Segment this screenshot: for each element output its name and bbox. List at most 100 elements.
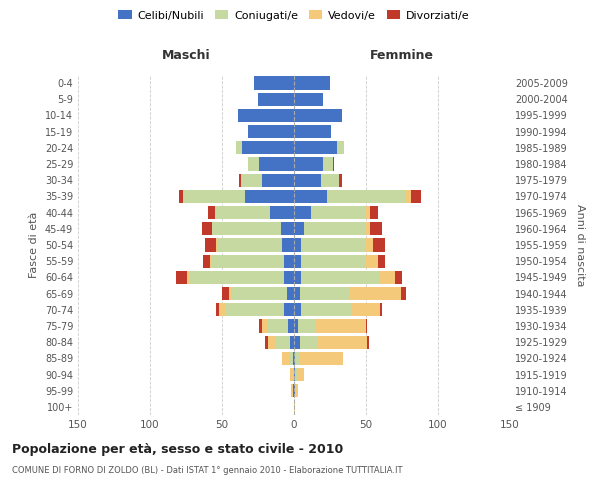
Bar <box>337 141 344 154</box>
Bar <box>294 222 304 235</box>
Bar <box>226 303 284 316</box>
Bar <box>300 336 317 349</box>
Bar <box>293 384 294 398</box>
Bar <box>304 222 365 235</box>
Bar <box>248 125 294 138</box>
Bar <box>294 92 323 106</box>
Bar <box>380 270 395 284</box>
Bar <box>350 287 401 300</box>
Bar <box>259 320 262 332</box>
Bar <box>294 287 300 300</box>
Bar <box>294 368 295 381</box>
Bar <box>290 352 293 365</box>
Bar <box>187 270 190 284</box>
Bar <box>301 238 366 252</box>
Bar <box>288 320 294 332</box>
Bar <box>211 254 212 268</box>
Bar <box>316 320 366 332</box>
Bar <box>352 303 380 316</box>
Bar <box>295 384 298 398</box>
Bar <box>297 368 304 381</box>
Bar <box>215 206 269 220</box>
Bar <box>317 336 367 349</box>
Bar <box>380 303 382 316</box>
Bar <box>259 158 294 170</box>
Bar <box>275 336 290 349</box>
Bar <box>301 270 380 284</box>
Bar <box>183 190 245 203</box>
Bar <box>242 141 294 154</box>
Bar <box>287 287 294 300</box>
Bar <box>294 320 298 332</box>
Bar <box>300 352 343 365</box>
Bar <box>338 174 341 187</box>
Bar <box>202 222 212 235</box>
Bar <box>268 336 275 349</box>
Text: Maschi: Maschi <box>161 50 211 62</box>
Bar <box>245 190 294 203</box>
Bar <box>258 92 294 106</box>
Bar <box>294 109 341 122</box>
Bar <box>295 352 300 365</box>
Bar <box>239 174 241 187</box>
Bar <box>294 174 322 187</box>
Bar <box>294 384 295 398</box>
Bar <box>294 125 331 138</box>
Bar <box>176 270 187 284</box>
Bar <box>216 303 219 316</box>
Bar <box>283 238 294 252</box>
Bar <box>294 238 301 252</box>
Bar <box>377 254 385 268</box>
Bar <box>241 174 262 187</box>
Bar <box>218 238 283 252</box>
Bar <box>236 141 242 154</box>
Bar <box>370 206 377 220</box>
Bar <box>294 158 323 170</box>
Bar <box>294 206 311 220</box>
Bar <box>179 190 183 203</box>
Bar <box>262 174 294 187</box>
Bar <box>294 76 330 90</box>
Legend: Celibi/Nubili, Coniugati/e, Vedovi/e, Divorziati/e: Celibi/Nubili, Coniugati/e, Vedovi/e, Di… <box>114 6 474 25</box>
Bar <box>366 254 377 268</box>
Bar <box>327 190 406 203</box>
Bar <box>283 352 290 365</box>
Bar <box>322 174 338 187</box>
Bar <box>262 320 266 332</box>
Bar <box>238 109 294 122</box>
Bar <box>294 352 295 365</box>
Text: Femmine: Femmine <box>370 50 434 62</box>
Bar <box>373 238 385 252</box>
Y-axis label: Fasce di età: Fasce di età <box>29 212 39 278</box>
Bar <box>366 320 367 332</box>
Bar <box>222 287 229 300</box>
Bar <box>203 254 211 268</box>
Bar <box>293 352 294 365</box>
Bar <box>333 158 334 170</box>
Bar <box>323 158 333 170</box>
Bar <box>301 254 366 268</box>
Bar <box>291 384 293 398</box>
Bar <box>290 336 294 349</box>
Bar <box>410 190 421 203</box>
Bar <box>216 238 218 252</box>
Bar <box>294 336 300 349</box>
Bar <box>294 303 301 316</box>
Bar <box>212 222 281 235</box>
Bar <box>294 141 337 154</box>
Bar <box>269 206 294 220</box>
Bar <box>311 206 366 220</box>
Bar <box>401 287 406 300</box>
Bar <box>254 76 294 90</box>
Text: COMUNE DI FORNO DI ZOLDO (BL) - Dati ISTAT 1° gennaio 2010 - Elaborazione TUTTIT: COMUNE DI FORNO DI ZOLDO (BL) - Dati IST… <box>12 466 403 475</box>
Bar <box>284 254 294 268</box>
Bar <box>229 287 232 300</box>
Bar <box>290 368 294 381</box>
Text: Popolazione per età, sesso e stato civile - 2010: Popolazione per età, sesso e stato civil… <box>12 442 343 456</box>
Bar <box>366 206 370 220</box>
Bar <box>265 336 268 349</box>
Bar <box>370 222 382 235</box>
Bar <box>284 303 294 316</box>
Bar <box>294 400 295 413</box>
Bar <box>294 190 327 203</box>
